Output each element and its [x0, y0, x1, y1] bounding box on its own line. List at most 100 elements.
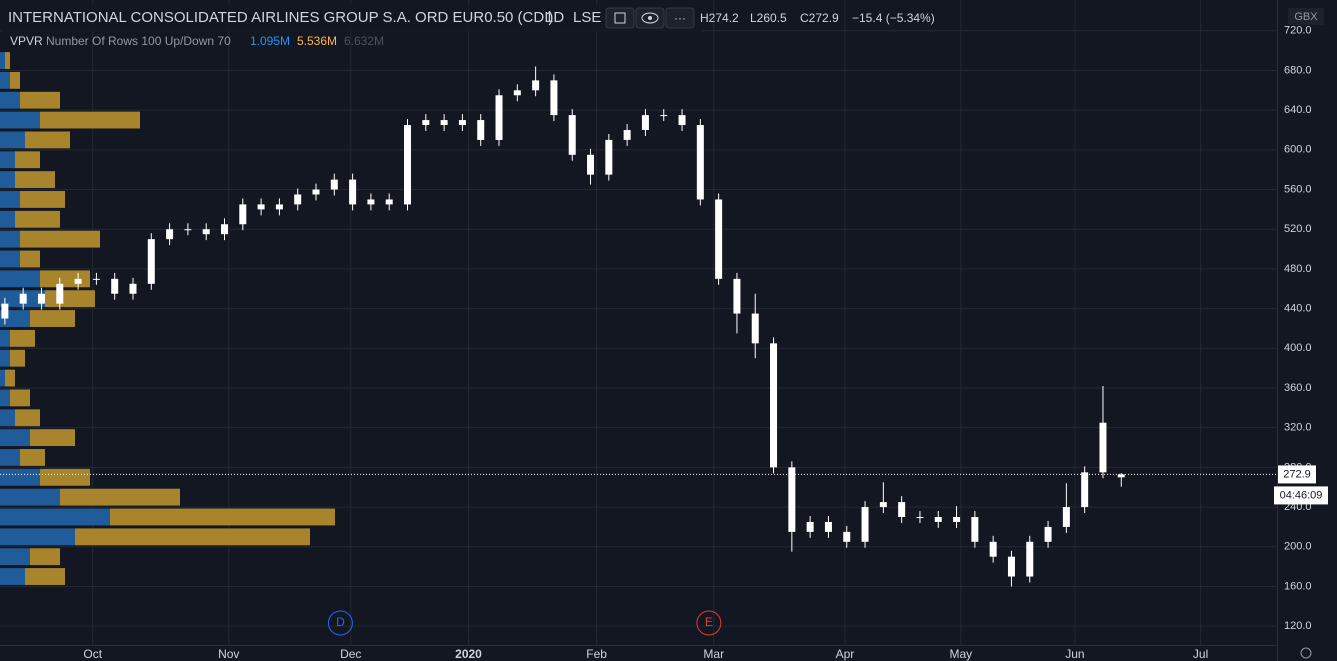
candle-body [1062, 507, 1070, 527]
event-label: E [705, 615, 713, 629]
y-tick-label: 600.0 [1284, 144, 1312, 156]
candle-body [257, 204, 265, 210]
x-tick-label: Oct [83, 647, 102, 661]
candle-body [605, 139, 613, 175]
candle-body [623, 129, 631, 140]
symbol-title[interactable]: INTERNATIONAL CONSOLIDATED AIRLINES GROU… [8, 9, 553, 26]
volume-down [30, 310, 75, 327]
candle-body [458, 120, 466, 126]
volume-down [15, 210, 60, 228]
volume-down [15, 409, 40, 427]
volume-down [40, 111, 140, 129]
candle-body [660, 115, 668, 117]
volume-up [0, 429, 30, 447]
candle-body [715, 199, 723, 279]
indicator-total: 6.632M [344, 34, 384, 48]
volume-down [60, 488, 180, 506]
volume-down [20, 449, 45, 466]
y-tick-label: 560.0 [1284, 183, 1312, 195]
volume-down [20, 250, 40, 268]
candle-body [587, 154, 595, 175]
currency: GBX [1294, 11, 1318, 23]
x-tick-label: Jun [1065, 647, 1084, 661]
indicator-down: 5.536M [297, 34, 337, 48]
y-tick-label: 640.0 [1284, 104, 1312, 116]
volume-down [110, 508, 335, 526]
candle-body [385, 199, 393, 205]
volume-down [20, 191, 65, 208]
candle-body [129, 283, 137, 294]
y-tick-label: 320.0 [1284, 422, 1312, 434]
candle-body [696, 125, 704, 200]
candle-body [422, 120, 430, 126]
candle-body [56, 283, 64, 304]
y-tick-label: 520.0 [1284, 223, 1312, 235]
candle-body [843, 531, 851, 542]
hide-button[interactable] [605, 7, 635, 29]
event-label: D [336, 615, 345, 629]
volume-down [75, 528, 310, 546]
candle-body [879, 502, 887, 508]
more-button[interactable] [665, 7, 695, 29]
candle-body [916, 516, 924, 518]
volume-down [10, 389, 30, 407]
volume-up [0, 508, 110, 526]
y-tick-label: 480.0 [1284, 263, 1312, 275]
y-tick-label: 720.0 [1284, 25, 1312, 37]
volume-down [30, 548, 60, 566]
volume-down [10, 329, 35, 347]
x-tick-label: 2020 [455, 647, 482, 661]
candle-body [898, 502, 906, 517]
candle-body [1044, 526, 1052, 542]
volume-down [20, 91, 60, 109]
candle-body [824, 521, 832, 532]
candle-body [1007, 556, 1015, 577]
indicator-name[interactable]: VPVR [10, 34, 43, 48]
eye-pupil [648, 16, 652, 20]
volume-up [0, 488, 60, 506]
candle-body [1, 303, 9, 319]
x-tick-label: Dec [340, 647, 361, 661]
candle-body [37, 293, 45, 304]
x-tick-label: Jul [1193, 647, 1208, 661]
candle-body [751, 313, 759, 344]
currency-box[interactable] [1288, 8, 1324, 25]
interval[interactable]: 1D [545, 9, 564, 26]
candle-body [953, 516, 961, 522]
volume-down [15, 171, 55, 189]
exchange[interactable]: LSE [573, 9, 601, 26]
volume-up [0, 468, 40, 486]
candle-body [788, 467, 796, 532]
candle-body [806, 521, 814, 532]
event-marker [696, 610, 722, 636]
ohlc-high: H274.2 [700, 11, 739, 25]
volume-up [0, 369, 5, 387]
volume-up [0, 71, 10, 89]
y-tick-label: 360.0 [1284, 382, 1312, 394]
candle-body [513, 90, 521, 96]
candle-body [1117, 474, 1125, 478]
countdown-tag [1274, 486, 1328, 505]
volume-down [45, 290, 95, 308]
volume-down [40, 468, 90, 486]
volume-up [0, 210, 15, 228]
x-tick-label: Nov [218, 647, 239, 661]
volume-up [0, 131, 25, 149]
candle-body [367, 199, 375, 205]
y-tick-label: 120.0 [1284, 620, 1312, 632]
candle-body [19, 293, 27, 304]
settings-icon[interactable] [1300, 647, 1312, 659]
volume-up [0, 191, 20, 208]
volume-up [0, 171, 15, 189]
candle-body [861, 507, 869, 542]
candle-body [312, 189, 320, 195]
volume-up [0, 389, 10, 407]
candle-body [220, 224, 228, 235]
volume-up [0, 409, 15, 427]
y-tick-label: 680.0 [1284, 64, 1312, 76]
ohlc-low: L260.5 [750, 11, 787, 25]
volume-up [0, 568, 25, 585]
y-tick-label: 400.0 [1284, 342, 1312, 354]
